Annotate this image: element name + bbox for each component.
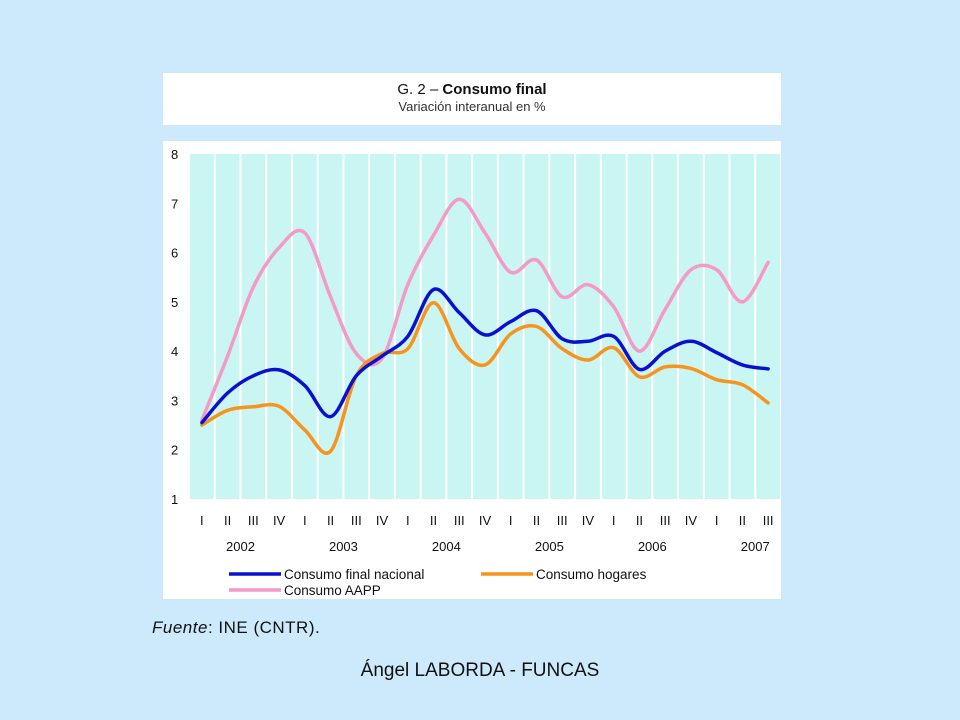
chart-panel: 1 2 3 4 5 6 7 8 I II III IV I II III IV I II III IV I II III IV… xyxy=(163,141,781,599)
footer-author: Ángel LABORDA - FUNCAS xyxy=(360,660,600,681)
x-tick-label: IV xyxy=(479,513,492,528)
y-tick-label: 3 xyxy=(171,393,178,408)
source-text: : INE (CNTR). xyxy=(207,618,321,637)
series-line-consumo-final-nacional xyxy=(200,287,770,425)
year-label: 2006 xyxy=(638,539,667,554)
chart-title-prefix: G. 2 – xyxy=(397,81,443,98)
x-tick-label: I xyxy=(200,513,204,528)
source-label: Fuente xyxy=(152,618,208,637)
x-tick-label: II xyxy=(739,513,746,528)
x-tick-label: I xyxy=(509,513,513,528)
x-tick-label: II xyxy=(224,513,231,528)
legend-label-consumo-aapp: Consumo AAPP xyxy=(284,583,381,598)
y-tick-label: 1 xyxy=(171,492,178,507)
x-tick-label: II xyxy=(636,513,643,528)
year-label: 2003 xyxy=(329,539,358,554)
x-tick-label: I xyxy=(303,513,307,528)
x-tick-label: I xyxy=(612,513,616,528)
year-label: 2007 xyxy=(741,539,770,554)
source-note: Fuente: INE (CNTR). xyxy=(152,618,320,638)
x-tick-label: IV xyxy=(582,513,595,528)
year-label: 2005 xyxy=(535,539,564,554)
y-tick-label: 8 xyxy=(171,147,178,162)
x-tick-label: IV xyxy=(273,513,286,528)
x-tick-label: III xyxy=(454,513,465,528)
x-tick-label: II xyxy=(430,513,437,528)
x-tick-label: IV xyxy=(376,513,389,528)
chart-title-main: Consumo final xyxy=(442,81,547,98)
x-tick-label: III xyxy=(660,513,671,528)
year-label: 2002 xyxy=(226,539,255,554)
chart-title-box: G. 2 – Consumo final Variación interanua… xyxy=(163,73,781,125)
y-tick-label: 6 xyxy=(171,246,178,261)
chart-subtitle: Variación interanual en % xyxy=(398,99,546,114)
x-tick-label: III xyxy=(248,513,259,528)
y-tick-label: 7 xyxy=(171,196,178,211)
year-label: 2004 xyxy=(432,539,461,554)
y-tick-label: 2 xyxy=(171,443,178,458)
x-tick-label: II xyxy=(533,513,540,528)
x-tick-label: III xyxy=(557,513,568,528)
x-tick-label: I xyxy=(406,513,410,528)
legend-label-consumo-hogares: Consumo hogares xyxy=(536,567,647,582)
legend-label-consumo-final-nacional: Consumo final nacional xyxy=(284,567,424,582)
series-line-consumo-aapp xyxy=(200,197,770,422)
x-tick-label: II xyxy=(327,513,334,528)
y-tick-label: 5 xyxy=(171,295,178,310)
chart-title: G. 2 – Consumo final xyxy=(163,81,781,98)
plot-area xyxy=(189,154,781,499)
y-tick-label: 4 xyxy=(171,344,178,359)
x-tick-label: IV xyxy=(685,513,698,528)
series-line-consumo-hogares xyxy=(200,301,770,455)
x-tick-label: III xyxy=(763,513,774,528)
x-tick-label: III xyxy=(351,513,362,528)
x-tick-label: I xyxy=(715,513,719,528)
